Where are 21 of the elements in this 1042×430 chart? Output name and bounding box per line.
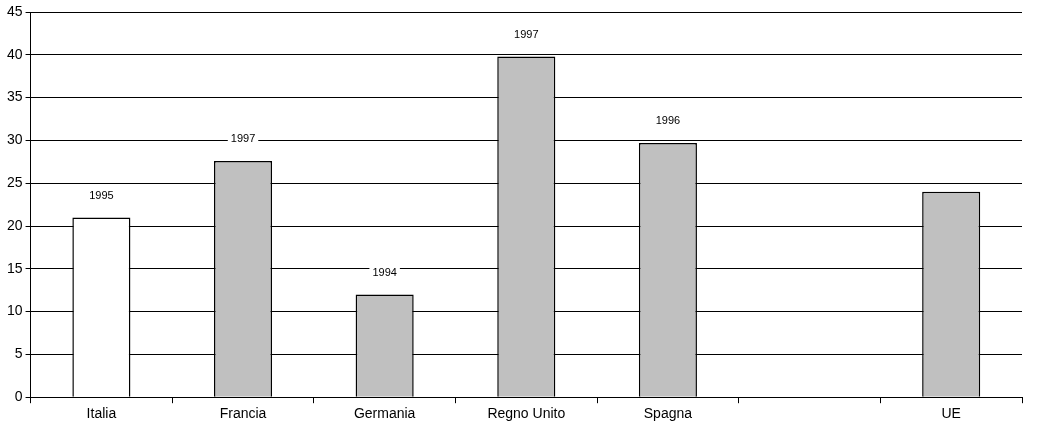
x-tick-label: Francia: [219, 405, 267, 422]
annotation: 1995: [89, 188, 114, 201]
y-tick-label: 20: [6, 216, 23, 233]
y-tick-label: 30: [6, 131, 23, 148]
x-tick-label: UE: [941, 405, 961, 422]
y-tick-label: 25: [6, 174, 23, 191]
y-tick-label: 10: [6, 302, 23, 319]
x-tick-label: Italia: [86, 405, 117, 422]
y-tick-label: 15: [6, 259, 23, 276]
annotation: 1994: [372, 266, 397, 279]
x-tick-label: Germania: [353, 405, 416, 422]
y-tick-label: 35: [6, 88, 23, 105]
y-tick-label: 0: [14, 388, 23, 405]
y-tick-label: 45: [6, 2, 23, 19]
annotation: 1997: [230, 132, 256, 145]
annotation: 1997: [514, 28, 539, 41]
x-tick-label: Spagna: [643, 405, 693, 422]
y-tick-label: 5: [14, 345, 23, 362]
x-tick-label: Regno Unito: [487, 405, 566, 422]
annotation: 1996: [655, 114, 681, 127]
y-tick-label: 40: [6, 45, 23, 62]
